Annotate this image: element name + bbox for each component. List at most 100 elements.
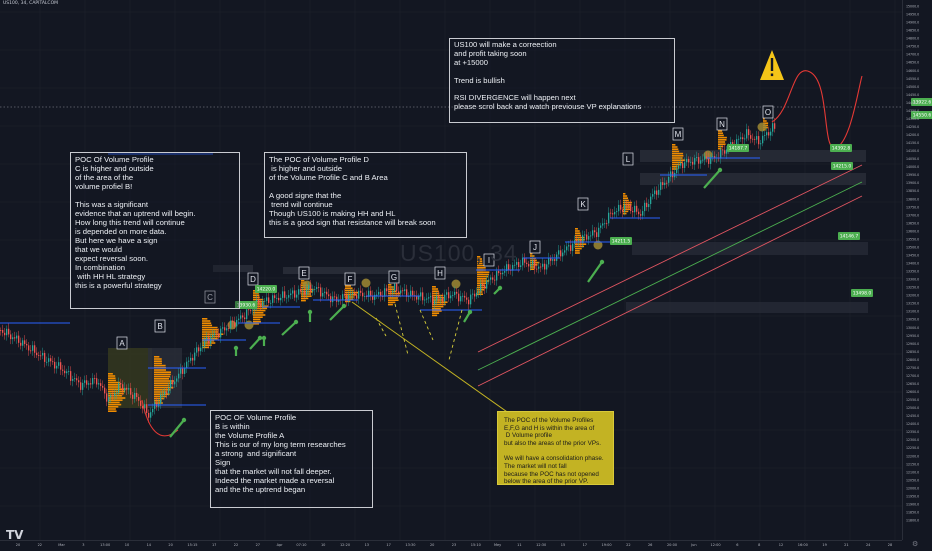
candle-body [268, 297, 270, 303]
tradingview-logo[interactable]: TV [6, 528, 24, 542]
candle-body [376, 294, 378, 296]
candle-body [42, 352, 44, 356]
note-poc-efgh[interactable]: The POC of the Volume Profiles E,F,G and… [497, 411, 614, 485]
wave-label-box [298, 266, 310, 280]
volume-profile-bar [575, 247, 582, 250]
candle-body [512, 265, 514, 271]
price-tick-label: 14500.0 [906, 85, 919, 89]
candle-body [528, 263, 530, 267]
price-badge-value: 14392.8 [832, 146, 851, 152]
candle-body [358, 290, 360, 299]
candle-body [642, 211, 644, 216]
candle-body [316, 287, 318, 290]
price-axis[interactable] [902, 0, 932, 540]
candle-body [20, 342, 22, 346]
candle-body [192, 357, 194, 361]
candle-body [504, 271, 506, 273]
candle-body [660, 182, 662, 190]
candle-body [690, 161, 692, 163]
candle-body [38, 355, 40, 356]
candle-body [418, 296, 420, 300]
note-poc-d[interactable]: The POC of Volume Profile D is higher an… [264, 152, 467, 238]
price-badge-value: 13498.0 [853, 291, 872, 297]
candle-body [236, 319, 238, 327]
volume-profile-bar [432, 303, 446, 306]
time-tick-label: 20:00 [667, 543, 677, 547]
volume-profile-bar [575, 230, 580, 232]
volume-profile-bar [108, 406, 119, 408]
candle-body [426, 298, 428, 300]
volume-profile-bar [202, 324, 213, 327]
price-tick-label: 13850.0 [906, 189, 919, 193]
price-tick-label: 13950.0 [906, 173, 919, 177]
candle-body [258, 299, 260, 304]
gear-icon[interactable]: ⚙ [912, 540, 919, 548]
volume-profile-bar [623, 195, 628, 197]
candle-body [722, 149, 724, 151]
note-poc-b[interactable]: POC OF Volume Profile B is within the Vo… [210, 410, 373, 508]
consolidation-dashed-line [375, 317, 387, 337]
volume-profile-bar [108, 381, 120, 384]
volume-profile-bar [432, 308, 441, 310]
time-tick-label: 20 [168, 543, 172, 547]
candle-body [392, 290, 394, 293]
volume-profile-bar [575, 228, 578, 230]
price-tick-label: 11950.0 [906, 494, 919, 498]
candle-body [756, 136, 758, 140]
volume-profile-bar [718, 132, 724, 134]
candle-body [498, 271, 500, 274]
candle-body [762, 135, 764, 144]
volume-profile-bar [202, 335, 221, 338]
candle-body [124, 387, 126, 391]
candle-body [350, 293, 352, 295]
candle-body [456, 291, 458, 294]
price-tick-label: 13650.0 [906, 221, 919, 225]
candle-body [224, 327, 226, 331]
wave-label-box [247, 272, 259, 286]
candle-body [220, 328, 222, 338]
volume-profile-bar [345, 296, 354, 298]
green-arrow [587, 261, 603, 283]
candle-body [622, 209, 624, 212]
candle-body [310, 285, 312, 292]
price-tick-label: 14750.0 [906, 45, 919, 49]
price-tick-label: 13800.0 [906, 197, 919, 201]
wave-label-l: L [626, 155, 631, 164]
candle-body [334, 296, 336, 298]
candle-body [732, 142, 734, 146]
candle-body [248, 309, 250, 311]
candle-body [534, 260, 536, 269]
note-top-correction[interactable]: US100 will make a correection and profit… [449, 38, 675, 123]
candle-body [514, 264, 516, 266]
candle-body [264, 300, 266, 302]
candle-body [370, 290, 372, 296]
zones-layer [108, 150, 868, 408]
annotation-lines [0, 70, 902, 438]
price-tick-label: 13150.0 [906, 302, 919, 306]
candle-body [572, 243, 574, 251]
candle-body [60, 362, 62, 370]
price-badge-value: 14220.0 [257, 287, 276, 293]
candle-body [362, 292, 364, 297]
candle-body [390, 291, 392, 293]
note-poc-c[interactable]: POC Of Volume Profile C is higher and ou… [70, 152, 240, 309]
volume-profile-bar [530, 253, 533, 255]
candle-body [596, 232, 598, 237]
candle-body [194, 352, 196, 361]
time-tick-label: 20 [16, 543, 20, 547]
candle-body [708, 158, 710, 164]
time-axis[interactable] [0, 540, 902, 551]
candle-body [238, 318, 240, 320]
candle-body [550, 258, 552, 261]
candle-body [136, 392, 138, 397]
candle-body [330, 296, 332, 303]
time-tick-label: 11 [517, 543, 521, 547]
volume-profile-bar [154, 400, 162, 402]
candle-body [18, 335, 20, 343]
candle-body [698, 157, 700, 164]
candle-body [336, 296, 338, 302]
candle-body [30, 350, 32, 352]
candle-body [338, 299, 340, 302]
time-tick-label: 17 [386, 543, 390, 547]
wave-label-h: H [437, 269, 443, 278]
